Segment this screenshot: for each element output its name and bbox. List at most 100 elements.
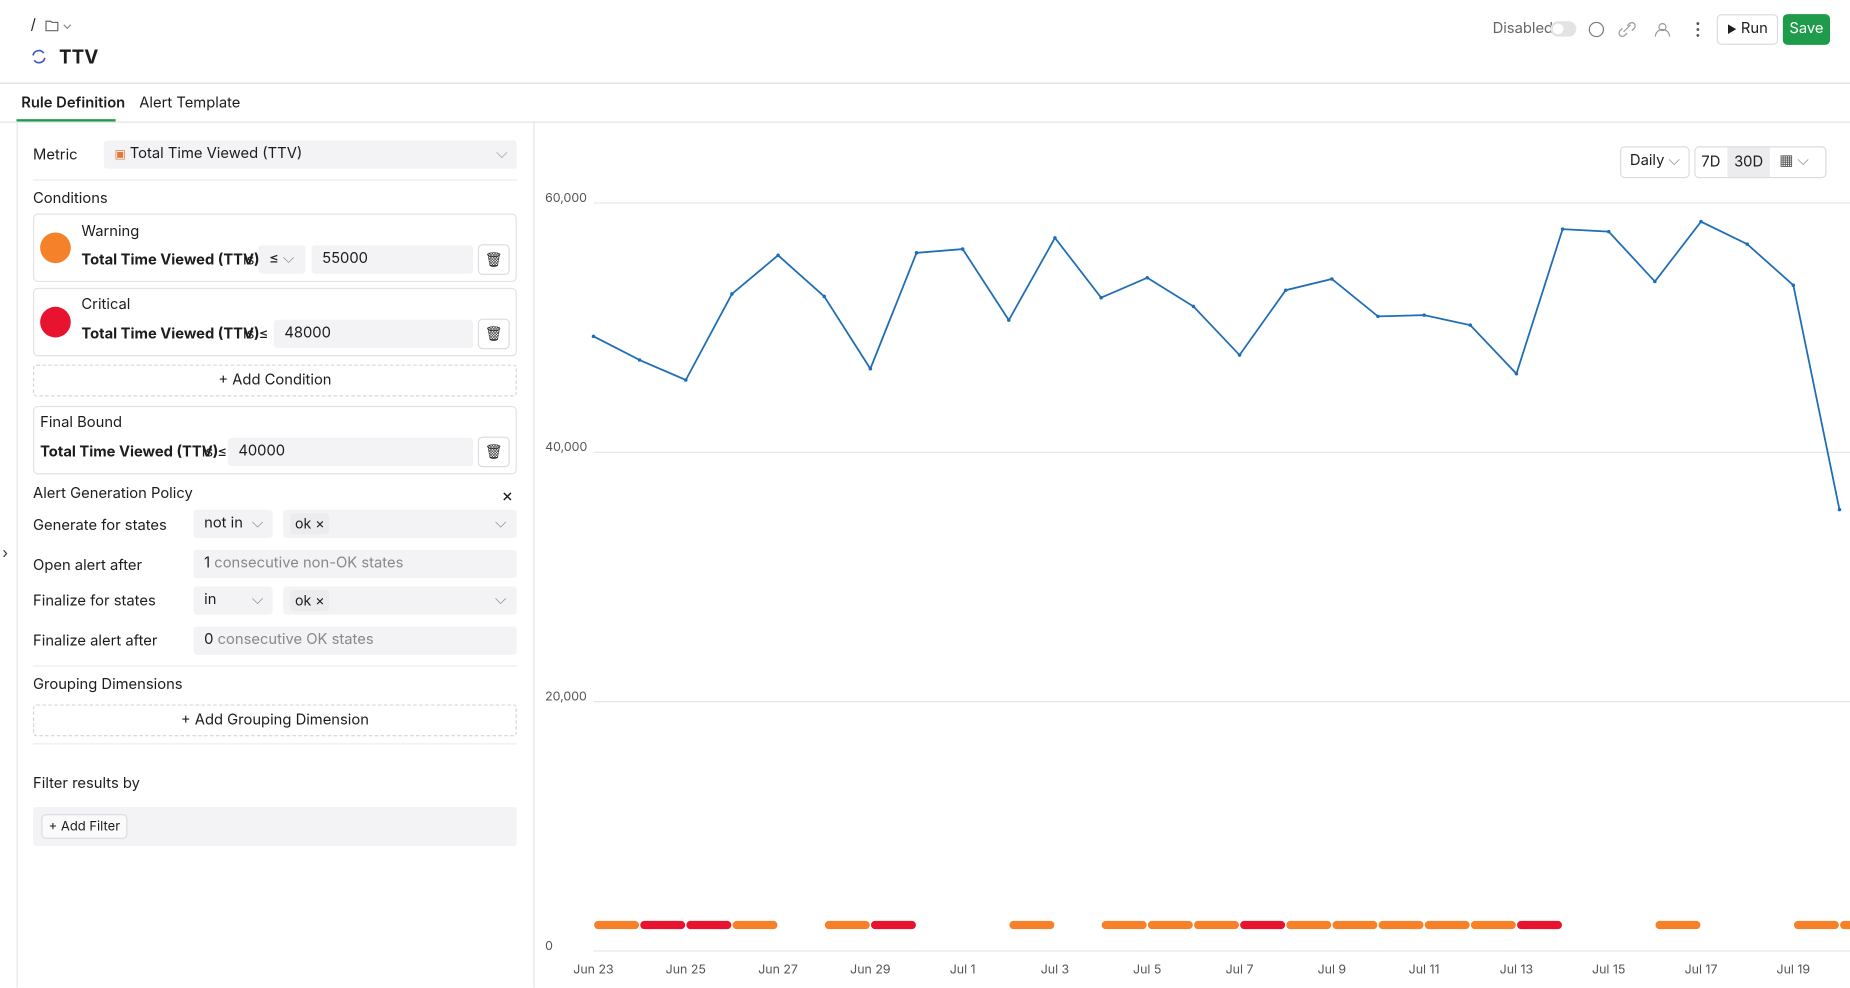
add-condition[interactable]: + Add Condition [33, 364, 517, 397]
threshold-input[interactable]: 55000 [311, 245, 474, 274]
point [868, 366, 873, 371]
operator[interactable]: ≤ [269, 250, 279, 268]
add-grouping[interactable]: + Add Grouping Dimension [33, 704, 517, 737]
condition-op-text: is [243, 251, 255, 270]
field-label: Finalize for states [33, 592, 156, 611]
delete-button[interactable]: 🗑 [477, 436, 510, 468]
x-tick-label: Jul 9 [1318, 961, 1347, 976]
x-tick-label: Jun 29 [850, 961, 890, 976]
point [1145, 275, 1150, 280]
delete-button[interactable]: 🗑 [477, 244, 510, 275]
point [1468, 323, 1473, 327]
op[interactable]: not in [204, 514, 243, 533]
close-button[interactable]: × [501, 483, 514, 507]
op-select[interactable]: in ⌵ [193, 586, 273, 615]
condition-metric: Total Time Viewed (TTV) [81, 251, 260, 270]
expand-arrow[interactable]: › [2, 545, 9, 563]
y-tick-label: 40,000 [545, 439, 587, 454]
granularity-select[interactable]: Daily ⌵ [1620, 146, 1690, 179]
point [591, 334, 596, 339]
point [730, 292, 734, 296]
divider [33, 179, 517, 181]
metric-icon [32, 49, 46, 64]
finalize-input[interactable]: 0 consecutive OK states [193, 626, 517, 655]
run-label[interactable]: Run [1740, 20, 1768, 38]
final-bound-op: is ≤ [201, 443, 228, 462]
x-tick-label: Jun 23 [573, 961, 613, 976]
metric-value[interactable]: Total Time Viewed (TTV) [129, 145, 303, 163]
open-input[interactable]: 1 consecutive non-OK states [193, 549, 517, 579]
divider [33, 743, 517, 745]
add-condition-label[interactable]: Add Condition [232, 371, 332, 390]
divider [33, 665, 517, 667]
page-title: TTV [58, 44, 99, 69]
metric-select[interactable]: ▣ Total Time Viewed (TTV) ⌵ [103, 140, 517, 169]
field-label: Open alert after [33, 556, 143, 575]
tab-underline [16, 119, 116, 122]
section-title: Grouping Dimensions [33, 676, 183, 694]
point [1330, 277, 1334, 281]
field-label: Finalize alert after [33, 632, 158, 651]
y-tick-label: 20,000 [545, 688, 587, 703]
state-tag[interactable]: ok × [290, 513, 330, 535]
tab-divider [0, 121, 1850, 123]
condition-name: Critical [81, 296, 131, 314]
state-select[interactable]: ok × ⌵ [283, 509, 517, 539]
point [1099, 295, 1103, 300]
x-tick-label: Jul 3 [1041, 961, 1070, 976]
x-tick-label: Jun 27 [758, 961, 798, 976]
finalize-value[interactable]: 0 [204, 631, 214, 649]
point [1560, 227, 1565, 231]
run-button[interactable]: ▶ Run [1716, 14, 1779, 45]
add-grouping-label[interactable]: Add Grouping Dimension [194, 711, 369, 730]
state-select[interactable]: ok × ⌵ [283, 586, 517, 615]
point [960, 247, 965, 251]
section-title: Filter results by [33, 775, 140, 793]
add-filter-label[interactable]: Add Filter [60, 817, 121, 835]
x-tick-label: Jul 15 [1592, 961, 1625, 976]
threshold-input[interactable]: 48000 [273, 319, 474, 349]
final-bound-title: Final Bound [40, 414, 123, 432]
tab[interactable]: Rule Definition [21, 94, 126, 113]
pane-border [16, 122, 18, 988]
point [1791, 283, 1796, 287]
x-tick-label: Jul 7 [1226, 961, 1254, 976]
point [1745, 242, 1749, 246]
save-button[interactable]: Save [1782, 14, 1831, 45]
x-tick-label: Jul 1 [950, 961, 976, 976]
add-filter[interactable]: + Add Filter [41, 814, 128, 839]
condition-name: Warning [81, 223, 140, 241]
point [1376, 314, 1380, 319]
op-select[interactable]: not in ⌵ [193, 509, 273, 539]
op[interactable]: in [204, 591, 217, 609]
point [1237, 353, 1242, 357]
folder-icon[interactable] [45, 19, 73, 33]
point [1191, 304, 1196, 309]
final-bound-input[interactable]: 40000 [227, 437, 474, 467]
operator-select[interactable]: ≤ ⌵ [258, 245, 306, 274]
granularity[interactable]: Daily [1629, 152, 1665, 170]
open-suffix: consecutive non-OK states [214, 554, 404, 573]
tag-text: ok [294, 591, 312, 609]
section-title: Conditions [33, 189, 108, 208]
tab[interactable]: Alert Template [139, 94, 241, 113]
line [593, 220, 1841, 510]
breadcrumb[interactable]: / [30, 16, 37, 35]
x-tick-label: Jul 11 [1409, 961, 1440, 976]
x-tick-label: Jul 17 [1685, 961, 1718, 976]
header-icons[interactable] [1587, 20, 1717, 39]
point [1837, 507, 1842, 512]
delete-button[interactable]: 🗑 [477, 318, 510, 350]
open-value[interactable]: 1 [204, 554, 211, 573]
toggle[interactable] [1550, 21, 1577, 37]
state-tag[interactable]: ok × [290, 589, 330, 612]
calendar-button[interactable]: ▦ ⌵ [1779, 152, 1809, 170]
range-button[interactable]: 7D [1701, 153, 1721, 172]
range-group [1694, 146, 1827, 179]
range-button[interactable]: 30D [1727, 147, 1770, 177]
point [1053, 236, 1057, 240]
pane-border [533, 122, 535, 988]
header-divider [0, 82, 1850, 84]
